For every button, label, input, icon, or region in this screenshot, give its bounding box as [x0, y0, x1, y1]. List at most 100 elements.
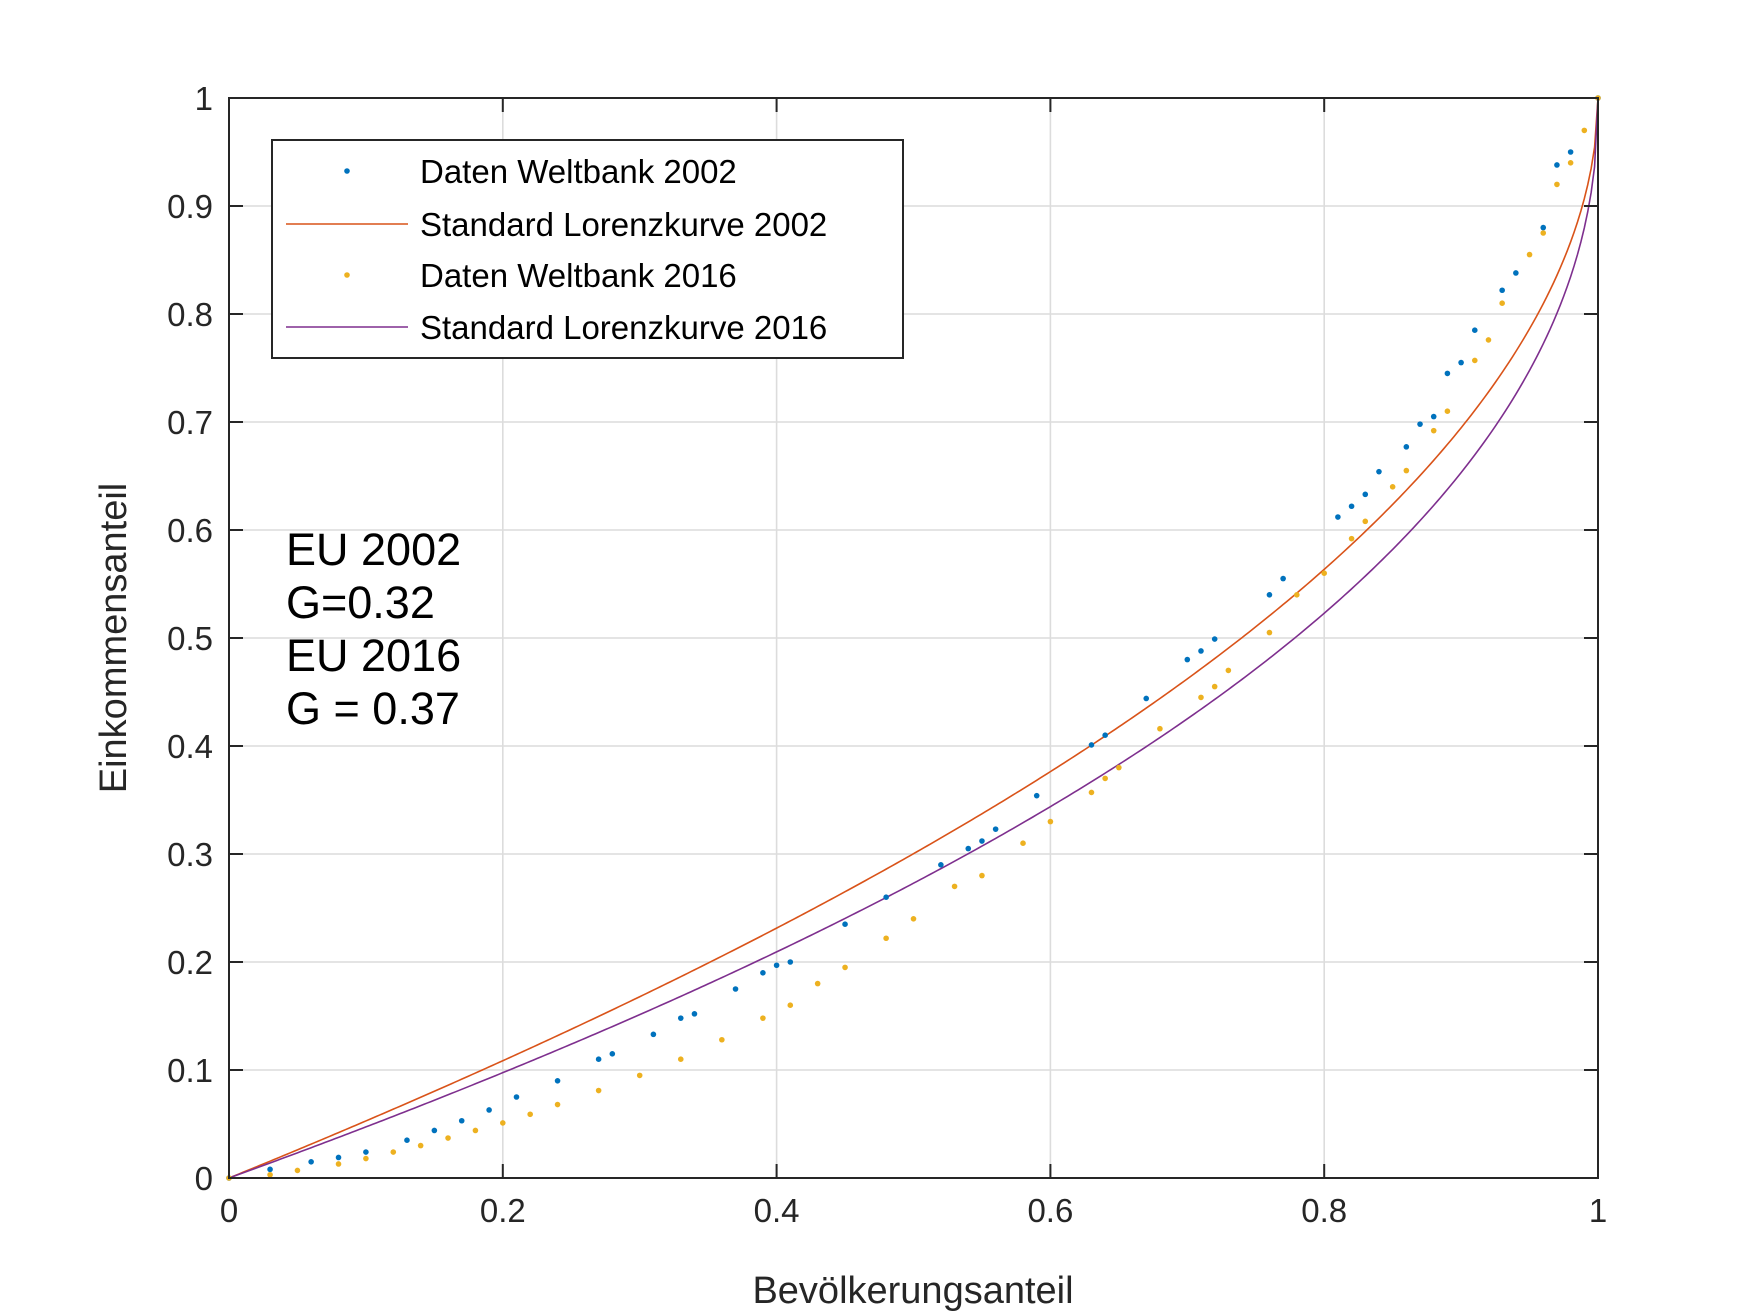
data-point [363, 1155, 369, 1162]
data-point [951, 883, 958, 890]
legend-entry: Daten Weltbank 2002 [344, 153, 737, 190]
annotation-line: G = 0.37 [286, 683, 460, 734]
data-point [965, 845, 972, 852]
data-point [1554, 181, 1560, 188]
data-point [1184, 656, 1191, 663]
data-point [1554, 162, 1560, 168]
data-point [445, 1135, 451, 1141]
data-point [1020, 840, 1026, 846]
data-point [1335, 514, 1341, 520]
data-point [1444, 370, 1451, 377]
data-point [1567, 149, 1574, 155]
data-point [814, 980, 821, 987]
data-point [500, 1120, 506, 1126]
x-tick-label: 0 [220, 1192, 238, 1229]
lorenz-curves [228, 97, 1599, 1179]
data-point [773, 962, 780, 969]
data-point [595, 1087, 602, 1094]
data-point [1540, 230, 1547, 236]
data-point [1280, 575, 1286, 582]
data-point [1321, 570, 1327, 576]
data-point [1198, 694, 1204, 701]
data-point [1211, 636, 1218, 642]
x-axis-title: Bevölkerungsanteil [752, 1270, 1073, 1312]
data-point [1403, 467, 1410, 474]
data-point [1157, 725, 1163, 732]
annotation-line: G=0.32 [286, 577, 435, 628]
data-point [883, 894, 889, 900]
data-point [472, 1127, 479, 1134]
data-point [1444, 408, 1451, 415]
legend-entry: Standard Lorenzkurve 2016 [286, 309, 827, 346]
data-point [1485, 337, 1492, 343]
legend: Daten Weltbank 2002 Standard Lorenzkurve… [271, 139, 904, 359]
data-point [486, 1107, 492, 1113]
annotation-line: EU 2002 [286, 524, 461, 575]
data-point [1567, 160, 1574, 166]
data-point [1033, 792, 1040, 799]
data-point [390, 1149, 397, 1155]
data-point [1499, 300, 1505, 307]
data-point [1294, 592, 1300, 598]
data-point [992, 826, 999, 832]
data-point [691, 1011, 698, 1017]
data-point [1403, 444, 1410, 450]
legend-label: Daten Weltbank 2016 [420, 257, 737, 294]
x-tick-label: 0.4 [754, 1192, 800, 1229]
x-tick-label: 0.2 [480, 1192, 526, 1229]
data-point [842, 921, 848, 927]
legend-swatch [344, 168, 350, 174]
data-point [1348, 503, 1355, 510]
data-point [1513, 270, 1519, 276]
y-tick-label: 0.8 [167, 296, 213, 333]
data-point [1417, 421, 1423, 427]
y-tick-label: 0 [195, 1160, 213, 1197]
x-tick-label: 1 [1589, 1192, 1607, 1229]
data-point [335, 1154, 342, 1161]
data-point [1198, 648, 1204, 654]
y-tick-labels: 0 0.1 0.2 0.3 0.4 0.5 0.6 0.7 0.8 0.9 1 [167, 80, 213, 1197]
data-point [979, 838, 985, 844]
data-point [1362, 518, 1369, 525]
legend-label: Standard Lorenzkurve 2016 [420, 309, 827, 346]
data-point [677, 1015, 684, 1021]
data-point [1430, 427, 1437, 434]
data-point [458, 1117, 465, 1124]
data-point [1458, 359, 1464, 366]
data-point [1471, 327, 1478, 334]
data-point [1471, 357, 1478, 364]
data-point [910, 916, 917, 922]
data-point [335, 1161, 342, 1167]
data-point [1348, 535, 1355, 542]
y-tick-label: 0.2 [167, 944, 213, 981]
data-point [1143, 695, 1150, 702]
data-point [650, 1031, 657, 1038]
data-point [1540, 224, 1547, 231]
y-tick-label: 1 [195, 80, 213, 117]
data-point [938, 862, 944, 868]
data-point [1581, 127, 1588, 134]
data-point [527, 1111, 533, 1118]
data-point [554, 1078, 561, 1084]
y-axis-title: Einkommensanteil [93, 483, 135, 793]
x-tick-labels: 0 0.2 0.4 0.6 0.8 1 [220, 1192, 1607, 1229]
y-tick-label: 0.3 [167, 836, 213, 873]
data-point [267, 1171, 273, 1178]
x-tick-label: 0.6 [1027, 1192, 1073, 1229]
data-point [609, 1051, 616, 1057]
data-point [1266, 592, 1273, 598]
y-tick-label: 0.7 [167, 404, 213, 441]
y-tick-label: 0.1 [167, 1052, 213, 1089]
data-point [1088, 742, 1095, 748]
legend-label: Standard Lorenzkurve 2002 [420, 206, 827, 243]
data-point [431, 1127, 438, 1134]
data-point [1211, 683, 1218, 690]
data-point [760, 970, 766, 976]
annotation: EU 2002 G=0.32 EU 2016 G = 0.37 [286, 524, 461, 734]
data-point [787, 1002, 794, 1008]
y-tick-label: 0.9 [167, 188, 213, 225]
data-point [732, 986, 739, 992]
legend-label: Daten Weltbank 2002 [420, 153, 737, 190]
data-point [636, 1072, 643, 1079]
